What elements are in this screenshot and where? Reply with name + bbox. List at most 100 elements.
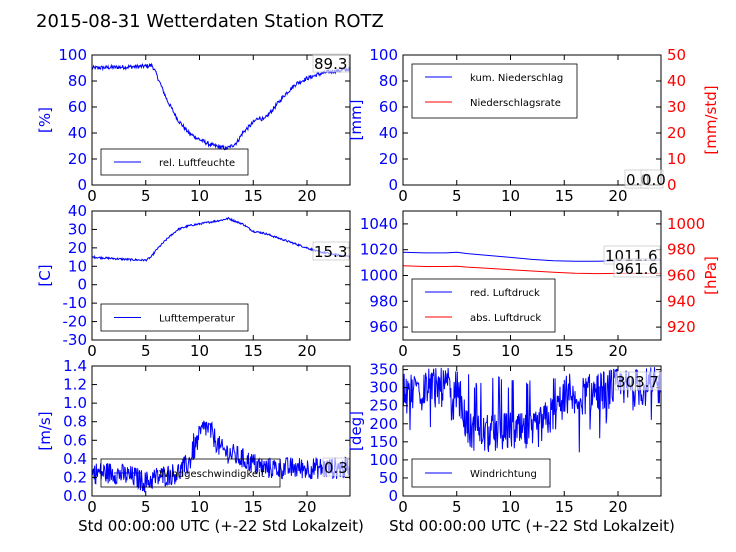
value-annotation: 0.3 xyxy=(324,459,348,477)
x-tick-label: 10 xyxy=(190,187,209,205)
y-right-tick-label: 20 xyxy=(667,124,686,142)
y-tick-label: 1000 xyxy=(360,267,398,285)
y-right-axis-label: [hPa] xyxy=(702,256,720,295)
y-tick-label: 0 xyxy=(388,176,398,194)
y-tick-label: 0.0 xyxy=(63,487,87,505)
y-tick-label: -10 xyxy=(63,294,88,312)
x-tick-label: 5 xyxy=(452,498,462,516)
axes-frame-wind_speed xyxy=(91,365,351,497)
y-tick-label: 30 xyxy=(68,220,87,238)
x-tick-label: 10 xyxy=(190,498,209,516)
value-annotation: 961.6 xyxy=(615,260,658,278)
y-tick-label: 1.0 xyxy=(63,394,87,412)
y-tick-label: 80 xyxy=(68,72,87,90)
x-tick-label: 20 xyxy=(608,498,627,516)
y-right-tick-label: 960 xyxy=(667,267,696,285)
y-tick-label: -20 xyxy=(63,313,88,331)
x-tick-label: 0 xyxy=(398,187,408,205)
legend-entry: Niederschlagsrate xyxy=(470,98,561,109)
x-tick-label: 10 xyxy=(190,342,209,360)
panel-precipitation: 0 5 10 15 20 0 20 40 60 80 100 0 10 20 30 40 50 [mm] [mm/s… xyxy=(347,46,720,205)
y-tick-label: 60 xyxy=(68,98,87,116)
y-right-tick-label: 50 xyxy=(667,46,686,64)
x-tick-label: 20 xyxy=(297,187,316,205)
y-tick-label: 0.4 xyxy=(63,450,87,468)
y-tick-label: 20 xyxy=(68,150,87,168)
value-annotation-box xyxy=(312,241,350,261)
legend-box-wind_speed xyxy=(100,458,281,488)
axes-frame-temperature xyxy=(91,210,351,341)
panel-wind_speed: 0 5 10 15 20 0.00.20.40.60.81.01.21.4 [m/s] Std… xyxy=(36,357,364,535)
x-tick-label: 5 xyxy=(141,498,151,516)
panel-pressure: 0 5 10 15 20 960 980 1000 1020 1040 920 940 960 980 10… xyxy=(360,210,720,360)
y-right-axis-label: [mm/std] xyxy=(702,85,720,154)
y-tick-label: 20 xyxy=(68,239,87,257)
y-tick-label: 350 xyxy=(369,361,398,379)
legend-entry: Windrichtung xyxy=(470,469,537,480)
y-tick-label: 0 xyxy=(77,276,87,294)
y-tick-label: 10 xyxy=(68,257,87,275)
y-tick-label: 960 xyxy=(369,318,398,336)
axes-frame-precipitation xyxy=(402,54,662,186)
y-tick-label: 60 xyxy=(379,98,398,116)
y-tick-label: 0 xyxy=(388,487,398,505)
y-tick-label: 980 xyxy=(369,292,398,310)
x-tick-label: 15 xyxy=(555,187,574,205)
y-tick-label: -30 xyxy=(63,331,88,349)
y-tick-label: 20 xyxy=(379,150,398,168)
x-tick-label: 10 xyxy=(501,498,520,516)
y-tick-label: 40 xyxy=(68,124,87,142)
value-annotation-box xyxy=(614,371,662,391)
y-tick-label: 0.6 xyxy=(63,431,87,449)
panel-temperature: 0 5 10 15 20-30-20-10010203040[C]15.3Lufttem… xyxy=(36,202,351,360)
legend-box-pressure xyxy=(411,278,556,333)
value-annotation-box xyxy=(613,258,661,278)
y-right-tick-label: 940 xyxy=(667,292,696,310)
y-tick-label: 50 xyxy=(379,469,398,487)
y-tick-label: 300 xyxy=(369,379,398,397)
y-tick-label: 1.2 xyxy=(63,376,87,394)
y-tick-label: 40 xyxy=(68,202,87,220)
y-right-tick-label: 40 xyxy=(667,72,686,90)
legend-entry: Lufttemperatur xyxy=(159,314,236,325)
y-axis-label: [deg] xyxy=(347,411,365,451)
axes-frame-humidity xyxy=(91,54,351,186)
y-right-tick-label: 30 xyxy=(667,98,686,116)
y-tick-label: 1020 xyxy=(360,241,398,259)
x-tick-label: 5 xyxy=(452,342,462,360)
y-tick-label: 150 xyxy=(369,433,398,451)
x-tick-label: 20 xyxy=(297,342,316,360)
y-tick-label: 250 xyxy=(369,397,398,415)
x-axis-label: Std 00:00:00 UTC (+-22 Std Lokalzeit) xyxy=(389,517,675,535)
x-tick-label: 15 xyxy=(244,498,263,516)
legend-box-precipitation xyxy=(411,63,578,119)
x-tick-label: 15 xyxy=(244,342,263,360)
value-annotation: 15.3 xyxy=(314,243,347,261)
y-right-tick-label: 1000 xyxy=(667,215,705,233)
x-tick-label: 15 xyxy=(244,187,263,205)
legend-box-wind_direction xyxy=(411,458,551,488)
legend-box-humidity xyxy=(100,148,249,176)
value-annotation: 303.7 xyxy=(616,373,659,391)
legend-box-temperature xyxy=(100,303,249,332)
y-axis-label: [%] xyxy=(36,107,54,133)
y-right-tick-label: 0 xyxy=(667,176,677,194)
figure-title: 2015-08-31 Wetterdaten Station ROTZ xyxy=(36,11,384,32)
value-annotation: 0.0 xyxy=(642,171,666,189)
x-tick-label: 15 xyxy=(555,342,574,360)
y-right-tick-label: 10 xyxy=(667,150,686,168)
x-tick-label: 0 xyxy=(398,342,408,360)
series-line-humidity-0 xyxy=(92,62,350,151)
y-axis-label: [m/s] xyxy=(36,411,54,450)
x-tick-label: 20 xyxy=(608,187,627,205)
value-annotation-box xyxy=(640,169,664,189)
legend-entry: red. Luftdruck xyxy=(470,288,540,299)
value-annotation-box xyxy=(312,53,350,73)
x-tick-label: 15 xyxy=(555,498,574,516)
x-tick-label: 20 xyxy=(608,342,627,360)
y-tick-label: 80 xyxy=(379,72,398,90)
y-tick-label: 1.4 xyxy=(63,357,87,375)
y-tick-label: 0.2 xyxy=(63,468,87,486)
